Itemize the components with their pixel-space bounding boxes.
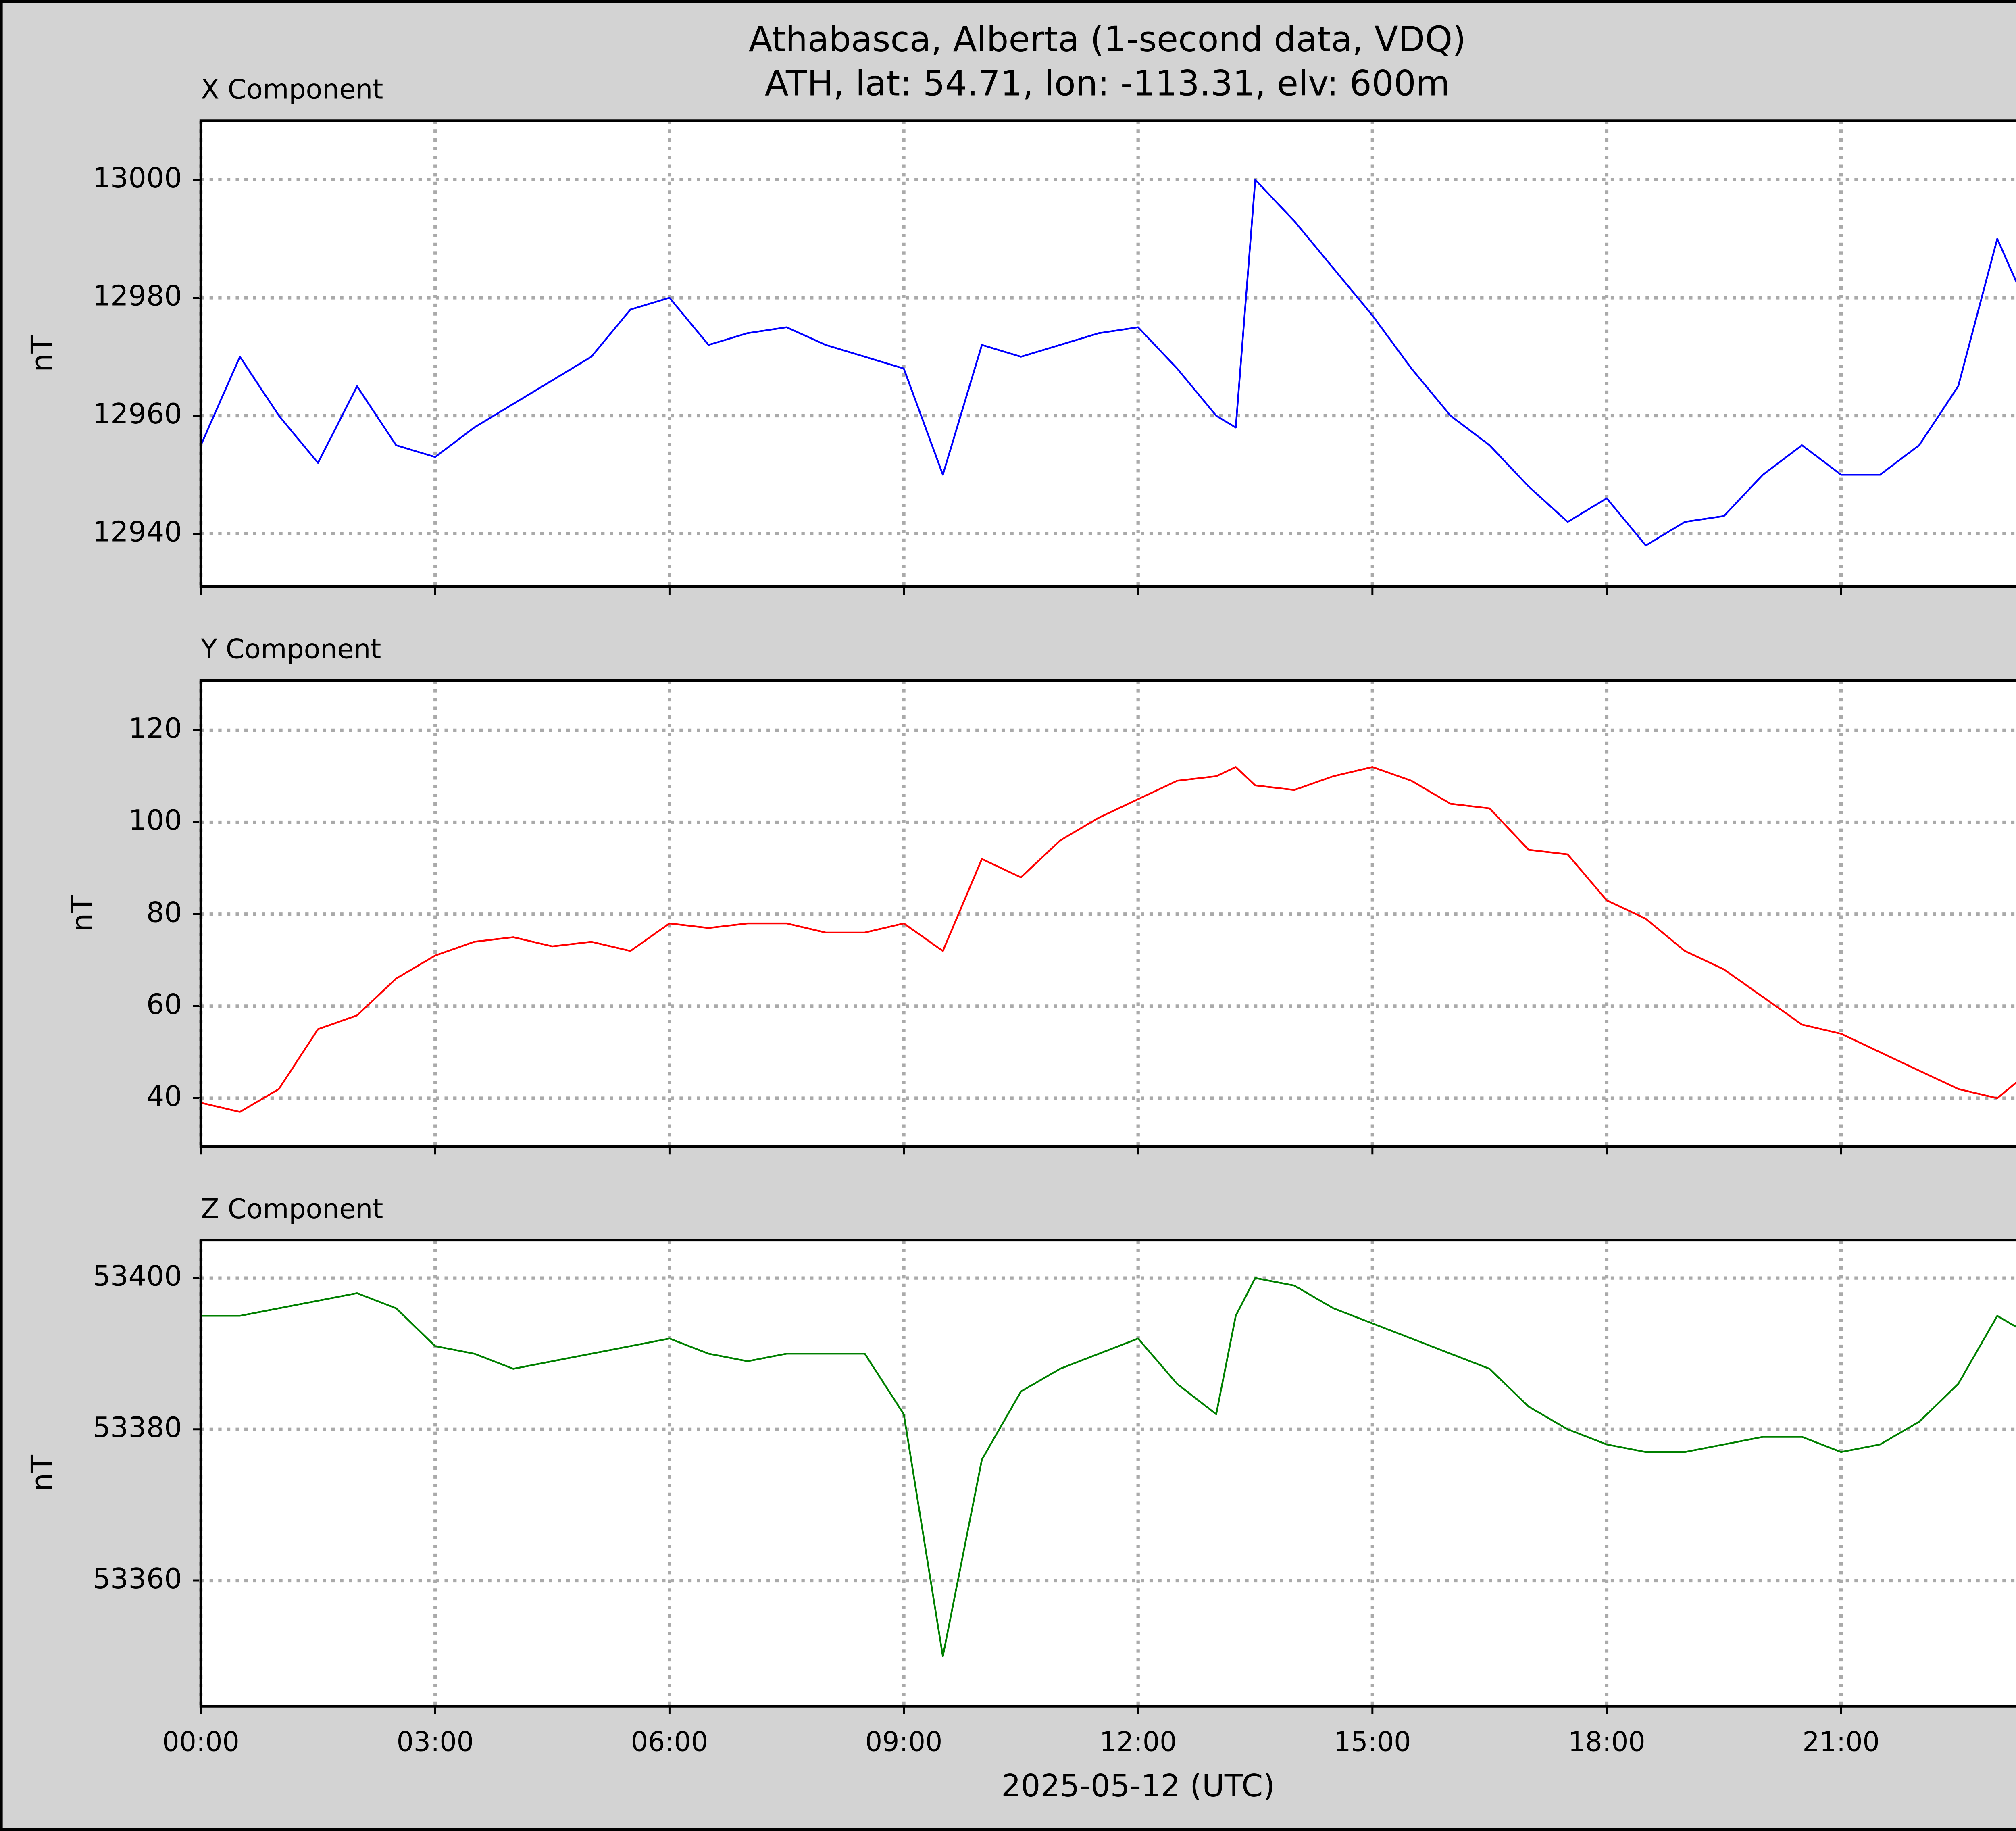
plot-area <box>201 1240 2016 1706</box>
y-tick-label: 40 <box>146 1080 182 1113</box>
data-line <box>200 179 2016 546</box>
y-axis-label: nT <box>65 895 100 932</box>
x-axis-label: 2025-05-12 (UTC) <box>1001 1768 1275 1804</box>
x-tick-label: 15:00 <box>1334 1726 1411 1757</box>
y-tick-label: 120 <box>129 712 182 745</box>
plot-frame <box>199 679 2016 1148</box>
y-tick-label: 100 <box>129 804 182 837</box>
panel-title: Z Component <box>201 1193 383 1225</box>
y-tick-label: 53360 <box>93 1562 182 1595</box>
plot-frame <box>199 1239 2016 1708</box>
x-tick-label: 21:00 <box>1802 1726 1879 1757</box>
plot-frame <box>199 119 2016 588</box>
y-tick-label: 53400 <box>93 1260 182 1293</box>
x-tick-label: 00:00 <box>162 1726 239 1757</box>
y-tick-label: 12940 <box>93 516 182 548</box>
x-tick-label: 03:00 <box>397 1726 474 1757</box>
y-tick-label: 53380 <box>93 1411 182 1444</box>
y-tick-label: 80 <box>146 896 182 929</box>
panel-title: Y Component <box>200 633 381 665</box>
figure-title: Athabasca, Alberta (1-second data, VDQ) <box>749 19 1466 60</box>
y-tick-label: 13000 <box>93 162 182 194</box>
x-tick-label: 06:00 <box>631 1726 708 1757</box>
x-tick-label: 12:00 <box>1100 1726 1177 1757</box>
y-tick-label: 60 <box>146 988 182 1021</box>
x-tick-label: 18:00 <box>1568 1726 1645 1757</box>
data-line <box>200 766 2016 1113</box>
y-axis-label: nT <box>25 1455 60 1491</box>
y-axis-label: nT <box>25 335 60 372</box>
data-line <box>201 1277 2016 1657</box>
figure-subtitle: ATH, lat: 54.71, lon: -113.31, elv: 600m <box>765 64 1450 104</box>
x-tick-label: 09:00 <box>865 1726 942 1757</box>
y-tick-label: 12960 <box>93 398 182 430</box>
plot-area <box>201 121 2016 587</box>
y-tick-label: 12980 <box>93 279 182 312</box>
panel-title: X Component <box>201 74 383 105</box>
